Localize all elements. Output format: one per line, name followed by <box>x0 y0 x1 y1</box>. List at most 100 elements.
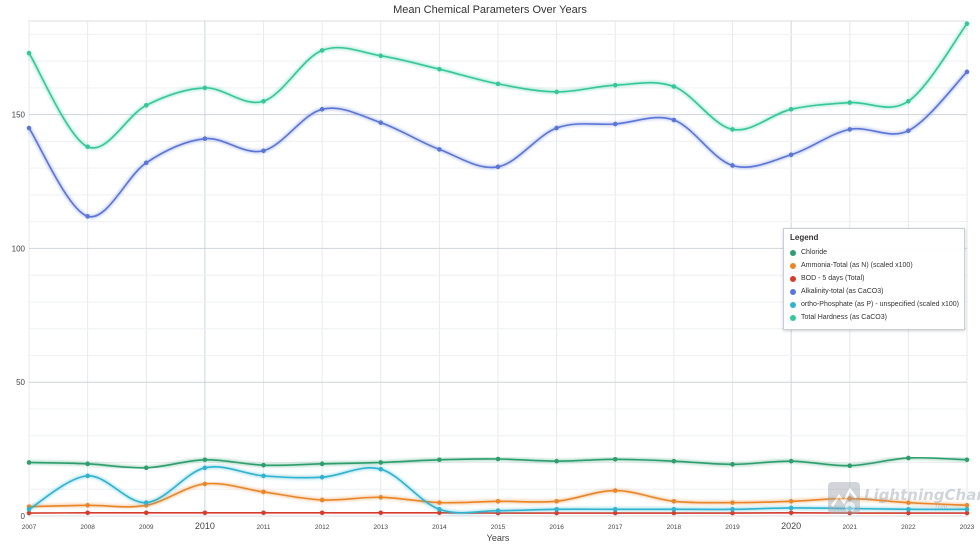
data-point <box>788 152 794 158</box>
legend-item[interactable]: Ammonia-Total (as N) (scaled x100) <box>790 259 958 272</box>
data-point <box>378 460 384 465</box>
legend: Legend Chloride Ammonia-Total (as N) (sca… <box>783 228 965 330</box>
x-tick-label: 2019 <box>725 524 740 531</box>
legend-title: Legend <box>790 233 819 242</box>
data-point <box>612 510 618 516</box>
data-point <box>261 473 266 479</box>
data-point <box>437 507 442 512</box>
series-chloride <box>26 455 970 471</box>
legend-marker-icon <box>790 288 796 295</box>
data-point <box>788 106 794 112</box>
legend-marker-icon <box>790 249 796 256</box>
legend-item-label: Alkalinity-total (as CaCO3) <box>801 288 884 295</box>
watermark: LightningChart Trial <box>826 480 980 516</box>
series-ammonia-total-as-n-scaled-x100 <box>26 481 970 509</box>
data-point <box>906 500 911 505</box>
data-point <box>730 462 735 467</box>
data-point <box>847 506 853 511</box>
data-point <box>261 148 266 154</box>
data-point <box>554 89 559 95</box>
data-point <box>554 510 559 516</box>
legend-item[interactable]: BOD - 5 days (Total) <box>790 272 958 285</box>
data-point <box>85 461 90 467</box>
data-point <box>495 81 501 87</box>
legend-item[interactable]: Chloride <box>790 246 958 259</box>
watermark-text: LightningChart <box>864 486 980 504</box>
x-tick-label: 2014 <box>432 524 447 531</box>
data-point <box>202 510 208 516</box>
data-point <box>906 128 911 134</box>
series-line <box>28 23 968 149</box>
data-point <box>554 498 559 504</box>
legend-item[interactable]: ortho-Phosphate (as P) - unspecified (sc… <box>790 298 959 311</box>
legend-items: Chloride Ammonia-Total (as N) (scaled x10… <box>790 246 959 324</box>
legend-marker-icon <box>790 262 796 269</box>
data-point <box>202 465 208 471</box>
data-point <box>671 458 677 464</box>
x-tick-label: 2020 <box>781 521 801 531</box>
data-point <box>847 127 853 132</box>
axes: 2007 2008 2009 2010 2011 2012 2013 2014 2015 2016… <box>12 111 975 531</box>
data-point <box>847 100 853 105</box>
y-tick-label: 0 <box>21 512 26 521</box>
data-point <box>85 473 90 479</box>
data-point <box>495 164 501 170</box>
data-point <box>261 510 266 516</box>
data-point <box>143 102 149 108</box>
x-tick-label: 2022 <box>901 524 916 531</box>
data-point <box>612 121 618 127</box>
data-point <box>964 21 970 26</box>
data-point <box>437 147 442 152</box>
series-line <box>28 466 968 514</box>
data-point <box>554 507 559 512</box>
legend-item-label: Chloride <box>801 249 828 256</box>
data-point <box>612 488 618 493</box>
data-point <box>143 160 149 166</box>
legend-item[interactable]: Alkalinity-total (as CaCO3) <box>790 285 958 298</box>
data-point <box>319 510 325 516</box>
data-point <box>671 498 677 504</box>
data-point <box>378 120 384 125</box>
data-point <box>319 106 325 112</box>
data-point <box>26 460 32 465</box>
data-point <box>85 510 90 516</box>
x-tick-label: 2012 <box>315 524 330 531</box>
data-point <box>495 456 501 462</box>
data-point <box>437 66 442 72</box>
x-tick-label: 2008 <box>80 524 95 531</box>
data-point <box>437 500 442 505</box>
data-point <box>554 458 559 464</box>
chart-title: Mean Chemical Parameters Over Years <box>393 4 587 16</box>
x-tick-label: 2015 <box>491 524 506 531</box>
y-tick-label: 100 <box>12 244 26 253</box>
data-point <box>964 507 970 512</box>
data-point <box>26 510 32 516</box>
series-alkalinity-total-as-caco3 <box>26 69 970 219</box>
data-point <box>671 507 677 512</box>
x-tick-label: 2013 <box>374 524 389 531</box>
data-point <box>319 48 325 53</box>
x-tick-label: 2011 <box>257 524 271 531</box>
data-point <box>319 461 325 467</box>
data-point <box>143 510 149 516</box>
legend-marker-icon <box>790 301 796 308</box>
data-point <box>906 98 911 104</box>
data-point <box>671 510 677 516</box>
data-point <box>964 457 970 463</box>
data-point <box>202 457 208 463</box>
legend-marker-icon <box>790 275 796 282</box>
data-point <box>906 507 911 512</box>
data-point <box>319 474 325 480</box>
data-point <box>261 489 266 495</box>
data-point <box>85 214 90 219</box>
data-point <box>612 507 618 512</box>
x-tick-label: 2010 <box>195 521 215 531</box>
data-point <box>788 458 794 464</box>
data-point <box>730 163 735 168</box>
data-point <box>554 125 559 131</box>
data-point <box>612 82 618 88</box>
data-point <box>85 502 90 508</box>
legend-item[interactable]: Total Hardness (as CaCO3) <box>790 311 958 324</box>
x-tick-label: 2016 <box>549 524 564 531</box>
watermark-subtext: Trial <box>934 504 948 511</box>
